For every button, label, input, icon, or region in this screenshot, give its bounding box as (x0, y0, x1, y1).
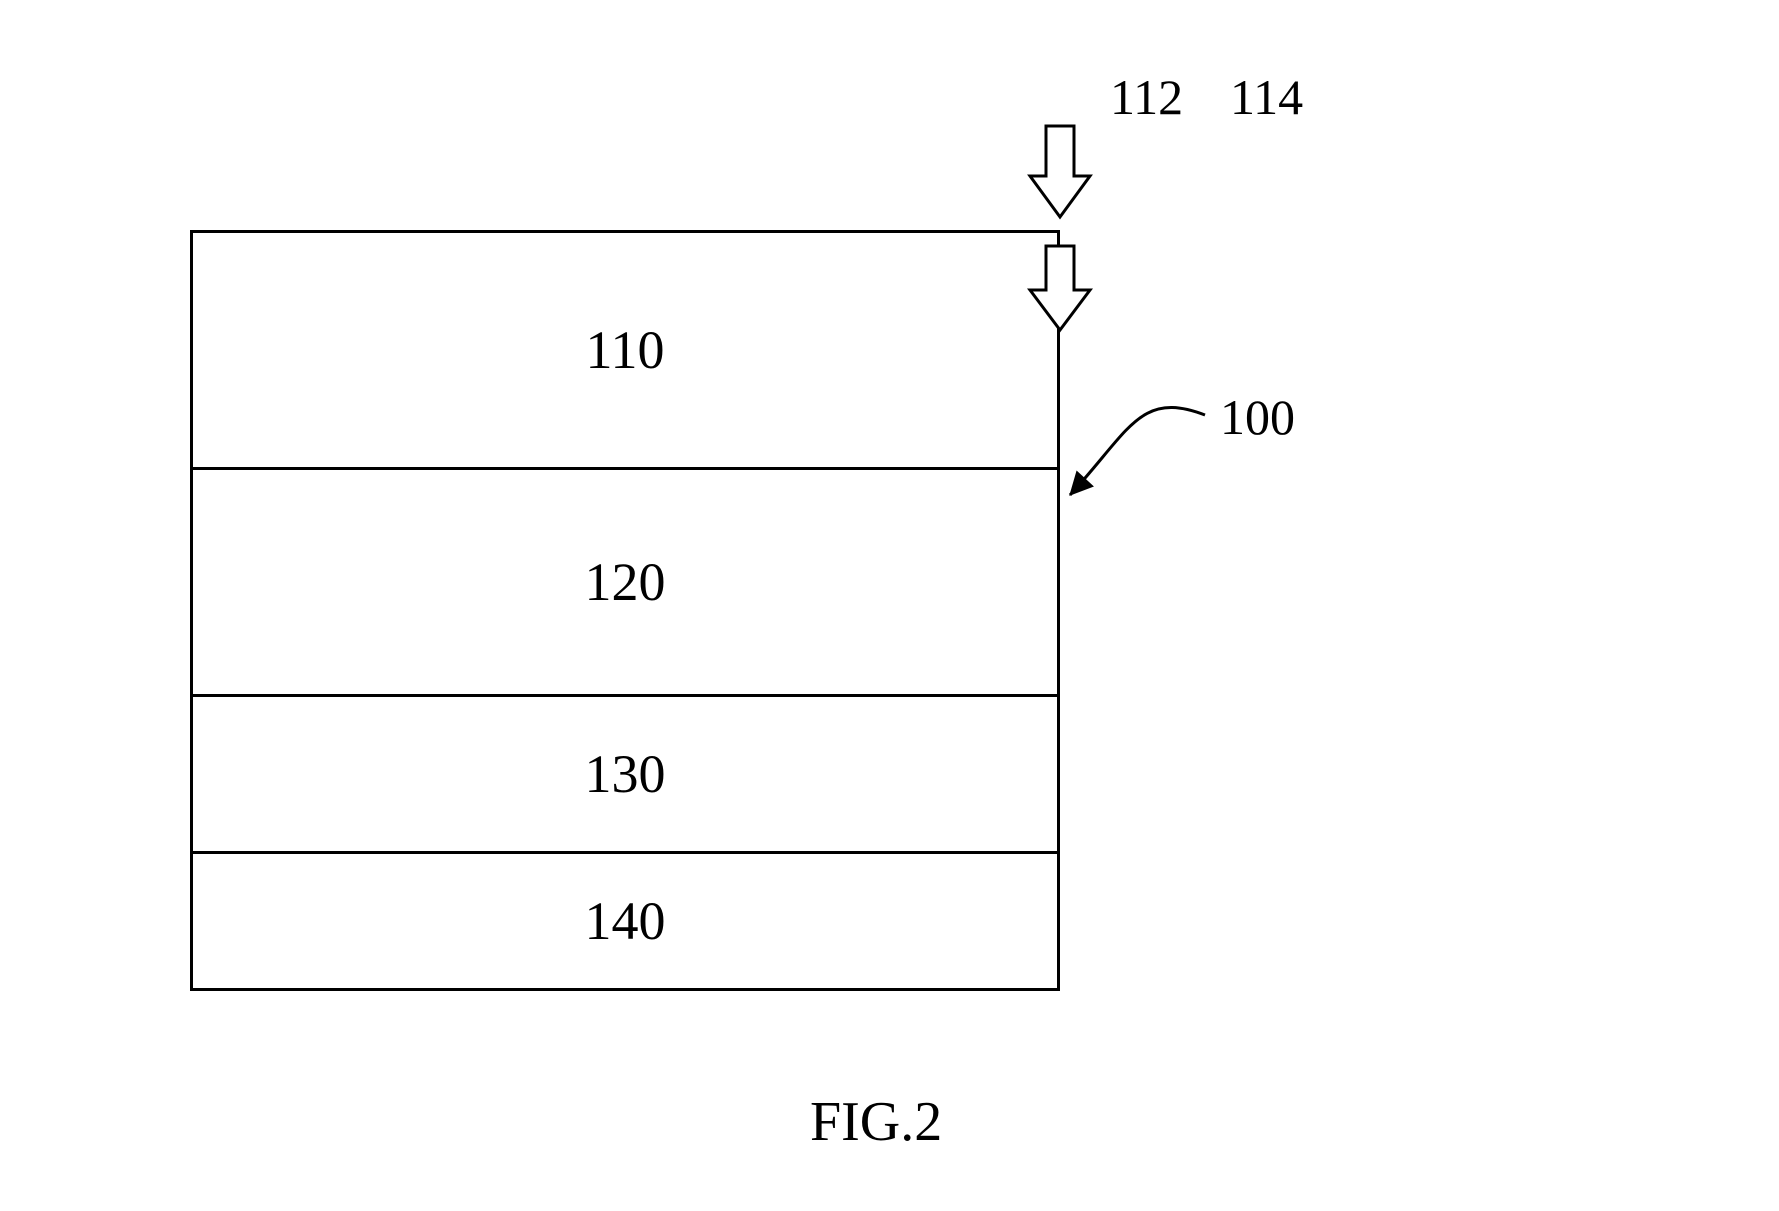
callout-114: 114 (1230, 68, 1303, 126)
callout-112: 112 (1110, 68, 1183, 126)
figure-label: FIG.2 (810, 1090, 942, 1154)
annotation-overlay (0, 0, 1779, 1211)
callout-100: 100 (1220, 388, 1295, 446)
arrow-112-icon (1030, 126, 1090, 217)
leader-100 (1070, 407, 1205, 495)
figure-canvas: 110120130140 112 114 100 FIG.2 (0, 0, 1779, 1211)
arrow-114-icon (1030, 246, 1090, 330)
